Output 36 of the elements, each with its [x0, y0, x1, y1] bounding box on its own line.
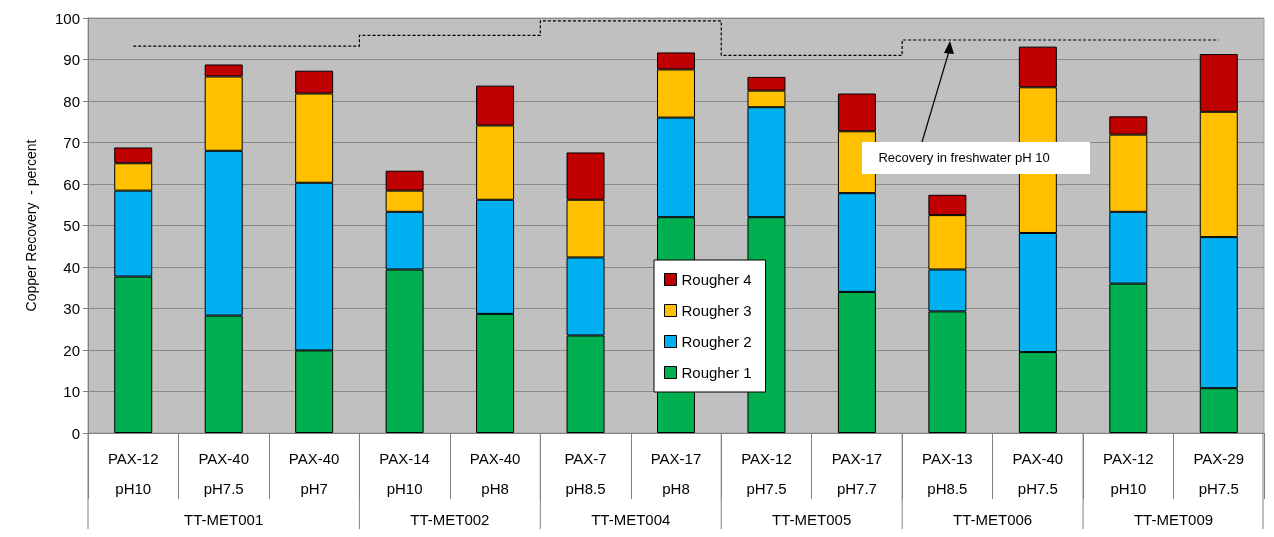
- x-tick-label: PAX-12 pH7.5: [741, 449, 792, 497]
- y-tick-label: 60: [63, 175, 80, 193]
- x-tick-label: PAX-14 pH10: [379, 449, 430, 497]
- x-tick-label: PAX-12 pH10: [107, 449, 159, 497]
- x-tick-label: PAX-40 pH8: [469, 449, 521, 497]
- x-tick-label: PAX-40 pH7.5: [1012, 449, 1064, 497]
- y-tick-label: 40: [63, 258, 80, 276]
- text: TT-MET009: [1133, 510, 1214, 528]
- y-tick-label: 30: [63, 300, 80, 317]
- text: TT-MET006: [953, 510, 1033, 528]
- y-tick-label: 10: [63, 383, 80, 400]
- x-tick-label: PAX-17 pH7.7: [831, 449, 883, 497]
- y-tick-label: 70: [63, 134, 80, 151]
- y-tick-label: 50: [63, 217, 80, 234]
- legend-label: Rougher 1: [681, 364, 752, 381]
- legend-label: Rougher 3: [681, 302, 752, 319]
- legend-label: Rougher 2: [681, 333, 752, 350]
- legend-label: Rougher 4: [681, 271, 752, 288]
- x-tick-label: PAX-12 pH10: [1103, 449, 1154, 497]
- x-tick-label: PAX-29 pH7.5: [1193, 449, 1245, 497]
- x-tick-label: PAX-40 pH7.5: [198, 449, 249, 497]
- x-tick-label: PAX-13 pH8.5: [922, 449, 973, 497]
- text: TT-MET004: [591, 510, 671, 528]
- y-tick-label: 0: [71, 424, 80, 442]
- x-tick-label: PAX-7 pH8.5: [564, 449, 607, 497]
- annotation: Recovery in freshwater pH 10: [878, 149, 1050, 167]
- text: TT-MET002: [410, 510, 490, 528]
- y-tick-label: 20: [63, 341, 80, 359]
- x-tick-label: PAX-40 pH7: [288, 449, 340, 497]
- y-tick-label: 80: [63, 92, 80, 110]
- text: TT-MET001: [184, 510, 264, 528]
- y-tick-label: 90: [63, 51, 80, 68]
- y-axis-title: Copper Recovery - percent: [23, 139, 39, 312]
- y-tick-label: 100: [54, 9, 80, 27]
- text: TT-MET005: [772, 510, 852, 528]
- x-tick-label: PAX-17 pH8: [650, 449, 702, 497]
